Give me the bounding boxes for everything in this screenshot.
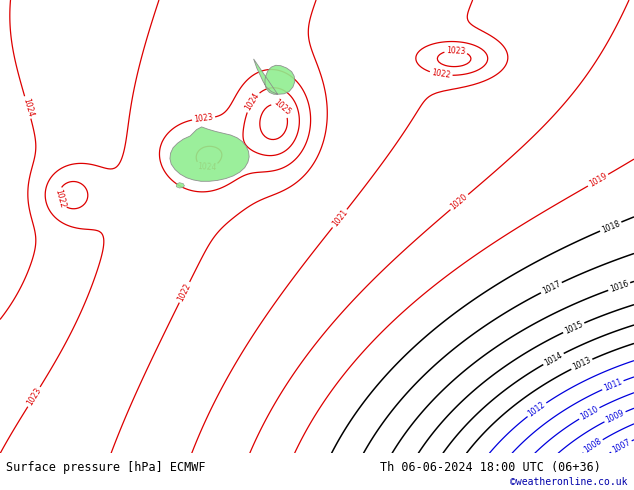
Text: 1015: 1015 xyxy=(563,319,585,336)
Text: 1024: 1024 xyxy=(21,97,35,118)
Text: Th 06-06-2024 18:00 UTC (06+36): Th 06-06-2024 18:00 UTC (06+36) xyxy=(380,462,601,474)
Text: 1011: 1011 xyxy=(602,377,623,393)
Text: 1022: 1022 xyxy=(431,69,451,80)
Text: 1020: 1020 xyxy=(449,193,470,212)
Polygon shape xyxy=(254,59,295,94)
Text: 1024: 1024 xyxy=(197,162,217,172)
Polygon shape xyxy=(170,127,249,181)
Text: 1018: 1018 xyxy=(600,219,621,234)
Text: 1013: 1013 xyxy=(571,356,592,372)
Text: 1010: 1010 xyxy=(579,405,600,422)
Text: 1022: 1022 xyxy=(176,282,193,303)
Text: 1016: 1016 xyxy=(609,279,630,294)
Text: 1024: 1024 xyxy=(243,92,261,113)
Text: 1007: 1007 xyxy=(611,438,632,455)
Text: 1008: 1008 xyxy=(583,437,604,455)
Text: 1023: 1023 xyxy=(446,46,466,56)
Text: 1009: 1009 xyxy=(604,408,626,425)
Text: 1019: 1019 xyxy=(588,172,609,189)
Text: 1025: 1025 xyxy=(272,98,292,117)
Polygon shape xyxy=(176,183,184,188)
Text: 1023: 1023 xyxy=(193,113,214,124)
Text: ©weatheronline.co.uk: ©weatheronline.co.uk xyxy=(510,477,628,487)
Text: 1023: 1023 xyxy=(25,386,43,407)
Text: 1022: 1022 xyxy=(53,188,67,209)
Text: 1017: 1017 xyxy=(541,279,562,296)
Text: Surface pressure [hPa] ECMWF: Surface pressure [hPa] ECMWF xyxy=(6,462,206,474)
Text: 1014: 1014 xyxy=(543,350,564,368)
Text: 1021: 1021 xyxy=(330,208,349,229)
Text: 1012: 1012 xyxy=(526,400,547,419)
